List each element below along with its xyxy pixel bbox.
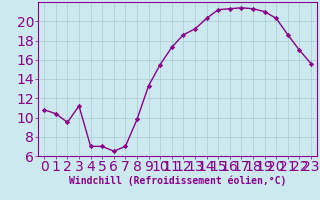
X-axis label: Windchill (Refroidissement éolien,°C): Windchill (Refroidissement éolien,°C) xyxy=(69,176,286,186)
